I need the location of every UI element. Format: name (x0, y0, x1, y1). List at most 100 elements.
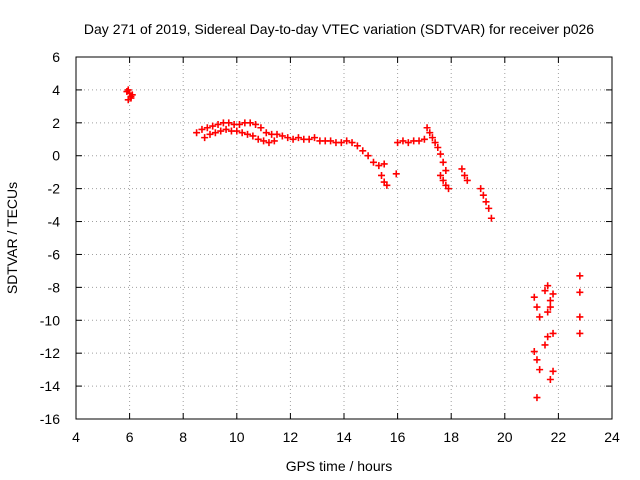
y-tick-label: -14 (40, 378, 60, 394)
data-point (217, 127, 225, 135)
data-point (203, 124, 211, 132)
y-tick-label: -8 (48, 279, 61, 295)
data-point (461, 171, 469, 179)
data-points (123, 86, 584, 402)
data-point (273, 130, 281, 138)
y-axis-ticks: 6 4 2 0 -2 -4 -6 -8 -10 -12 -14 -16 (40, 49, 612, 427)
data-point (305, 135, 313, 143)
data-point (576, 329, 584, 337)
data-point (482, 198, 490, 206)
data-point (533, 394, 541, 402)
data-point (128, 91, 136, 99)
data-point (576, 288, 584, 296)
data-point (463, 176, 471, 184)
data-point (311, 134, 319, 142)
data-point (375, 162, 383, 170)
data-point (420, 135, 428, 143)
data-point (337, 139, 345, 147)
y-tick-label: 4 (52, 82, 60, 98)
x-tick-label: 16 (390, 429, 406, 445)
data-point (394, 139, 402, 147)
data-point (348, 139, 356, 147)
data-point (546, 303, 554, 311)
x-tick-label: 18 (443, 429, 459, 445)
data-point (536, 313, 544, 321)
data-point (209, 122, 217, 130)
data-point (198, 125, 206, 133)
data-point (530, 348, 538, 356)
y-tick-label: -12 (40, 345, 60, 361)
x-tick-label: 12 (283, 429, 299, 445)
data-point (294, 134, 302, 142)
data-point (359, 147, 367, 155)
data-point (364, 152, 372, 160)
x-tick-label: 10 (229, 429, 245, 445)
data-point (211, 129, 219, 137)
data-point (233, 127, 241, 135)
x-tick-label: 6 (126, 429, 134, 445)
data-point (549, 367, 557, 375)
data-point (533, 356, 541, 364)
y-tick-label: 6 (52, 49, 60, 65)
data-point (541, 341, 549, 349)
x-axis-label: GPS time / hours (286, 458, 393, 474)
data-point (201, 134, 209, 142)
data-point (260, 137, 268, 145)
data-point (353, 142, 361, 150)
data-point (445, 185, 453, 193)
data-point (477, 185, 485, 193)
data-point (439, 158, 447, 166)
data-point (193, 129, 201, 137)
y-tick-label: -4 (48, 214, 61, 230)
data-point (544, 282, 552, 290)
data-point (289, 135, 297, 143)
data-point (544, 308, 552, 316)
data-point (124, 86, 132, 94)
data-point (479, 191, 487, 199)
data-point (249, 132, 257, 140)
data-point (487, 214, 495, 222)
data-point (541, 287, 549, 295)
data-point (546, 376, 554, 384)
y-tick-label: -16 (40, 411, 60, 427)
data-point (404, 139, 412, 147)
data-point (206, 130, 214, 138)
x-tick-label: 4 (72, 429, 80, 445)
data-point (530, 293, 538, 301)
data-point (265, 139, 273, 147)
data-point (284, 134, 292, 142)
data-point (549, 329, 557, 337)
data-point (214, 120, 222, 128)
data-point (378, 171, 386, 179)
x-tick-label: 20 (497, 429, 513, 445)
data-point (434, 144, 442, 151)
data-point (426, 129, 434, 137)
y-tick-label: -2 (48, 181, 61, 197)
chart-title: Day 271 of 2019, Sidereal Day-to-day VTE… (84, 21, 594, 37)
data-point (428, 134, 436, 142)
data-point (436, 150, 444, 158)
x-tick-label: 8 (179, 429, 187, 445)
data-point (423, 124, 431, 132)
data-point (270, 137, 278, 145)
data-point (439, 176, 447, 184)
data-point (127, 94, 135, 102)
data-point (369, 158, 377, 166)
data-point (254, 135, 262, 143)
x-axis-ticks: 4 6 8 10 12 14 16 18 20 22 24 (72, 57, 620, 445)
data-point (383, 181, 391, 189)
data-point (257, 124, 265, 132)
data-point (392, 170, 400, 178)
data-point (549, 290, 557, 298)
data-point (544, 333, 552, 341)
data-point (436, 171, 444, 179)
y-tick-label: -10 (40, 312, 60, 328)
grid-lines (76, 57, 612, 419)
data-point (533, 303, 541, 311)
data-point (485, 204, 493, 212)
data-point (442, 167, 450, 175)
data-point (222, 125, 230, 133)
x-tick-label: 22 (551, 429, 567, 445)
x-tick-label: 24 (604, 429, 620, 445)
data-point (458, 165, 466, 173)
